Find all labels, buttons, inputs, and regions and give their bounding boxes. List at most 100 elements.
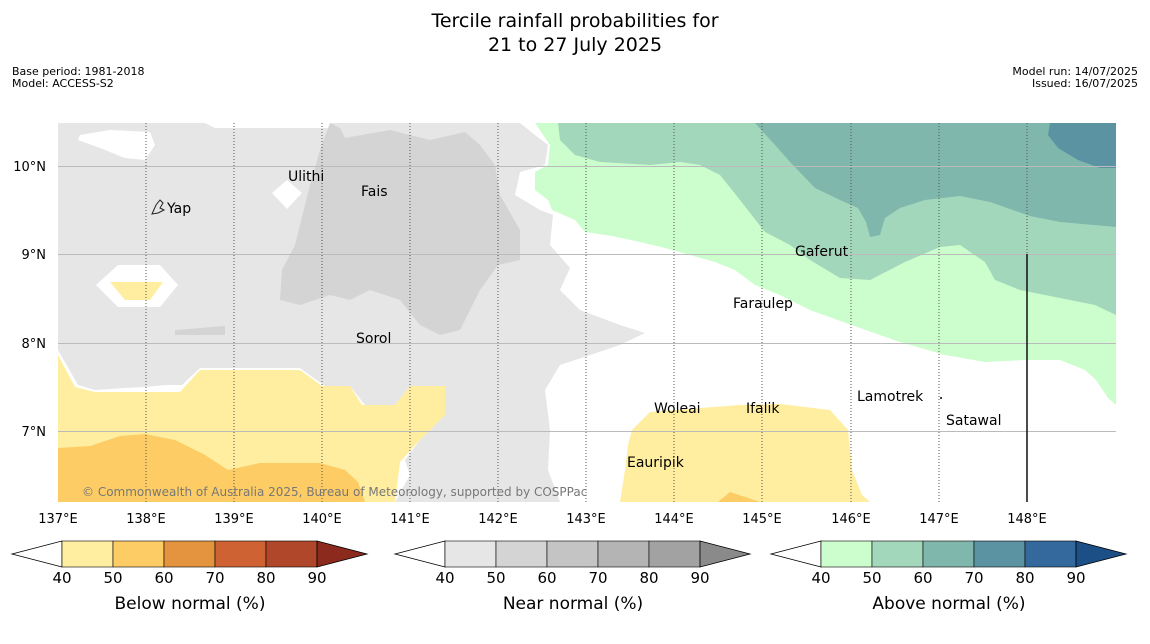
lon-label: 139°E xyxy=(214,512,254,527)
colorbar-min-extend xyxy=(10,540,63,568)
place-label: Faraulep xyxy=(733,296,793,312)
lon-label: 143°E xyxy=(566,512,606,527)
place-label: Yap xyxy=(166,201,191,217)
place-label: Lamotrek xyxy=(857,389,924,405)
colorbar-segment xyxy=(265,540,318,568)
below-normal-50-region xyxy=(718,492,760,502)
colorbar-segment xyxy=(495,540,548,568)
lon-label: 144°E xyxy=(654,512,694,527)
lon-label: 147°E xyxy=(919,512,959,527)
colorbar-segment xyxy=(597,540,650,568)
white-region xyxy=(205,123,330,128)
meta-left: Base period: 1981-2018 Model: ACCESS-S2 xyxy=(12,66,144,90)
near-normal-title: Near normal (%) xyxy=(502,594,644,614)
lon-label: 138°E xyxy=(126,512,166,527)
map-title: Tercile rainfall probabilities for 21 to… xyxy=(0,9,1150,57)
place-label: Eauripik xyxy=(627,455,685,471)
colorbar-segment xyxy=(1024,540,1077,568)
lon-label: 137°E xyxy=(38,512,78,527)
longitude-gridlines xyxy=(145,123,1028,502)
lon-label: 141°E xyxy=(390,512,430,527)
colorbar-segment xyxy=(820,540,873,568)
colorbar-tick-label: 40 xyxy=(52,569,71,587)
colorbar-tick-label: 60 xyxy=(913,569,932,587)
colorbar-tick-label: 90 xyxy=(307,569,326,587)
place-labels: Ulithi Fais Yap Gaferut Faraulep Sorol L… xyxy=(166,169,1001,471)
below-normal-40-region xyxy=(620,404,870,502)
near-normal-50-region xyxy=(280,123,520,335)
colorbar-segment xyxy=(163,540,216,568)
colorbar-tick-label: 60 xyxy=(537,569,556,587)
colorbar-segment xyxy=(922,540,975,568)
lat-label: 10°N xyxy=(13,160,46,175)
place-label: Sorol xyxy=(356,331,391,347)
colorbar-segment xyxy=(648,540,701,568)
meta-right: Model run: 14/07/2025 Issued: 16/07/2025 xyxy=(1012,66,1138,90)
colorbar-segment xyxy=(973,540,1026,568)
place-label: Woleai xyxy=(654,401,701,417)
above-normal-title: Above normal (%) xyxy=(872,594,1026,614)
colorbar-tick-label: 70 xyxy=(964,569,983,587)
place-label: Ifalik xyxy=(746,401,780,417)
colorbar-max-extend xyxy=(1075,540,1128,568)
place-label: Ulithi xyxy=(288,169,324,185)
lat-label: 9°N xyxy=(22,248,47,263)
colorbar-tick-label: 40 xyxy=(435,569,454,587)
colorbar-segment xyxy=(444,540,497,568)
lon-label: 140°E xyxy=(302,512,342,527)
lon-label: 145°E xyxy=(742,512,782,527)
colorbar-max-extend xyxy=(699,540,752,568)
longitude-labels: 137°E 138°E 139°E 140°E 141°E 142°E 143°… xyxy=(38,512,1047,527)
island-dot xyxy=(940,397,942,399)
colorbar-tick-label: 40 xyxy=(811,569,830,587)
colorbar-tick-label: 60 xyxy=(154,569,173,587)
above-normal-60-region xyxy=(755,123,1116,237)
above-normal-70-region xyxy=(1048,123,1116,168)
below-normal-title: Below normal (%) xyxy=(114,594,266,614)
place-label: Fais xyxy=(361,184,388,200)
below-normal-40-region xyxy=(110,282,163,300)
copyright-text: © Commonwealth of Australia 2025, Bureau… xyxy=(82,485,587,499)
below-normal-50-region xyxy=(58,434,365,502)
yap-island-shape xyxy=(151,199,166,215)
title-line-1: Tercile rainfall probabilities for xyxy=(431,10,719,32)
place-label: Gaferut xyxy=(795,244,849,260)
issued-date: Issued: 16/07/2025 xyxy=(1031,77,1138,90)
near-normal-50-region xyxy=(175,326,225,335)
colorbar-min-extend xyxy=(393,540,446,568)
lat-label: 8°N xyxy=(22,337,47,352)
colorbar-tick-label: 50 xyxy=(486,569,505,587)
title-line-2: 21 to 27 July 2025 xyxy=(487,34,663,56)
colorbar-segment xyxy=(214,540,267,568)
white-region xyxy=(272,180,302,209)
place-label: Satawal xyxy=(946,413,1001,429)
colorbars: 40 50 60 70 80 90 40 50 60 70 80 90 40 50 60 70 80 90 xyxy=(10,540,1128,587)
below-normal-colorbar: 40 50 60 70 80 90 xyxy=(10,540,369,587)
lon-label: 146°E xyxy=(831,512,871,527)
colorbar-tick-label: 80 xyxy=(256,569,275,587)
colorbar-tick-label: 90 xyxy=(1066,569,1085,587)
lon-label: 142°E xyxy=(478,512,518,527)
above-normal-colorbar: 40 50 60 70 80 90 xyxy=(769,540,1128,587)
model-name: Model: ACCESS-S2 xyxy=(12,77,114,90)
lon-label: 148°E xyxy=(1007,512,1047,527)
colorbar-max-extend xyxy=(316,540,369,568)
colorbar-min-extend xyxy=(769,540,822,568)
lat-label: 7°N xyxy=(22,425,47,440)
model-run: Model run: 14/07/2025 xyxy=(1012,65,1138,78)
colorbar-tick-label: 90 xyxy=(690,569,709,587)
colorbar-tick-label: 80 xyxy=(1015,569,1034,587)
colorbar-tick-label: 70 xyxy=(205,569,224,587)
colorbar-segment xyxy=(871,540,924,568)
colorbar-segment xyxy=(546,540,599,568)
colorbar-segment xyxy=(61,540,114,568)
latitude-labels: 10°N 9°N 8°N 7°N xyxy=(13,160,46,440)
colorbar-segment xyxy=(112,540,165,568)
map-area xyxy=(58,123,1116,502)
colorbar-tick-label: 50 xyxy=(103,569,122,587)
colorbar-tick-label: 80 xyxy=(639,569,658,587)
base-period: Base period: 1981-2018 xyxy=(12,65,145,78)
white-region xyxy=(78,130,155,160)
colorbar-tick-label: 50 xyxy=(862,569,881,587)
